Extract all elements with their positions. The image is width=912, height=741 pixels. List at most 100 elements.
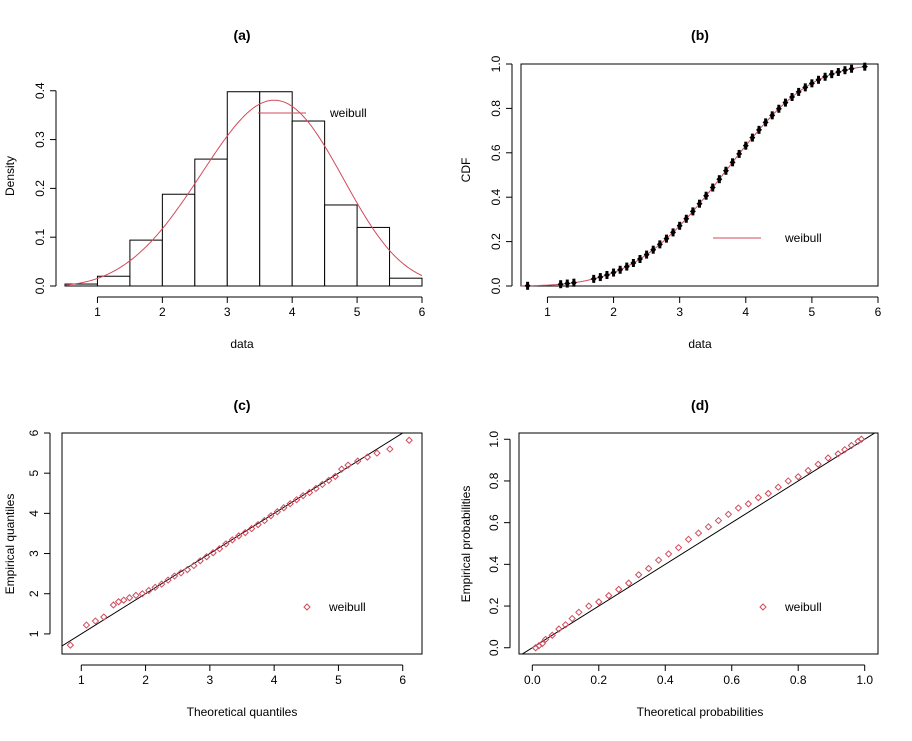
data-point [177,569,185,577]
data-point [724,510,733,519]
data-point [834,450,842,458]
y-tick-label: 0.8 [487,472,501,489]
ecdf-point [822,73,829,80]
data-point [241,528,249,537]
ecdf-point [835,69,842,76]
y-tick-label: 0.4 [489,189,503,206]
data-point [386,445,394,453]
ecdf-point [722,167,729,174]
data-point [585,602,593,610]
data-point [684,535,693,544]
y-tick-label: 0.4 [33,82,47,99]
ecdf-point [564,280,571,287]
data-point [373,449,381,457]
ecdf-point [749,134,756,141]
data-point [299,491,307,500]
data-point [857,435,866,443]
y-tick-label: 0.4 [487,556,501,573]
y-tick-label: 0.2 [33,180,47,197]
data-point [714,516,723,525]
x-tick-label: 1 [78,673,85,687]
data-point [794,473,802,481]
chart-title: (c) [233,397,250,413]
data-point [66,641,75,649]
data-point [138,590,147,598]
x-tick-label: 6 [399,673,406,687]
x-tick-label: 0.4 [657,673,674,687]
fit-density-curve [64,99,423,286]
y-axis-label: CDF [459,158,473,183]
x-tick-label: 0.2 [590,673,607,687]
y-tick-label: 4 [27,510,41,517]
y-tick-label: 2 [27,590,41,597]
data-point [664,550,673,558]
data-point [157,580,166,588]
panel-d: (d) Theoretical probabilities Empirical pr… [459,397,879,719]
data-point [363,453,372,461]
data-point [824,454,832,462]
ecdf-point [802,84,809,91]
data-point [568,614,576,623]
y-tick-label: 0.3 [33,131,47,148]
data-point [344,461,352,469]
data-point [538,639,546,648]
data-point [280,504,288,512]
data-point [814,460,822,468]
ecdf-point [815,76,822,83]
plot-box [61,432,423,655]
ecdf-point [808,80,815,87]
data-point [120,596,128,604]
y-tick-label: 1.0 [489,55,503,72]
data-point [555,625,563,633]
reference-line [521,433,876,654]
ecdf-point [769,112,776,119]
ecdf-point [557,281,564,288]
data-point [548,631,556,639]
legend: weibull [303,600,366,614]
data-point [170,572,179,580]
ecdf-point [841,67,848,74]
legend-label: weibull [784,231,822,245]
x-tick-label: 1.0 [856,673,873,687]
y-tick-label: 1 [27,630,41,637]
x-tick-label: 2 [610,305,617,319]
data-point [575,608,583,617]
histogram-bar [389,277,423,287]
x-tick-label: 1 [94,305,101,319]
data-point [254,520,262,529]
y-tick-label: 6 [27,429,41,436]
ecdf-point [775,105,782,112]
data-point [305,488,314,497]
ecdf-point [696,200,703,207]
data-point [114,598,123,606]
data-point [190,561,198,570]
histogram-bar [291,120,326,287]
ecdf-point [861,63,868,70]
data-point [644,564,653,573]
x-tick-label: 5 [335,673,342,687]
data-point [109,601,118,609]
data-point [764,489,773,498]
ecdf-point [709,184,716,191]
ecdf-point [670,229,677,236]
panel-b: (b) data CDF 1 2 3 4 5 6 0.0 0.2 0.4 0.6 0.8 1.0 weibul… [459,27,882,351]
data-point [292,495,301,504]
chart-title: (a) [233,27,250,43]
ecdf-point [689,208,696,215]
data-point [202,553,211,561]
y-tick-label: 0.6 [487,514,501,531]
legend-swatch-diamond [759,603,767,611]
ecdf-point [623,263,630,270]
ecdf-point [782,99,789,106]
x-tick-label: 0.8 [790,673,807,687]
x-tick-label: 5 [354,305,361,319]
data-point [624,579,633,587]
data-point [151,583,159,592]
x-tick-label: 2 [159,305,166,319]
data-point [183,565,192,574]
data-point [222,540,230,548]
ecdf-point [603,271,610,278]
x-tick-label: 4 [742,305,749,319]
data-point [541,635,550,644]
data-point [694,529,703,537]
